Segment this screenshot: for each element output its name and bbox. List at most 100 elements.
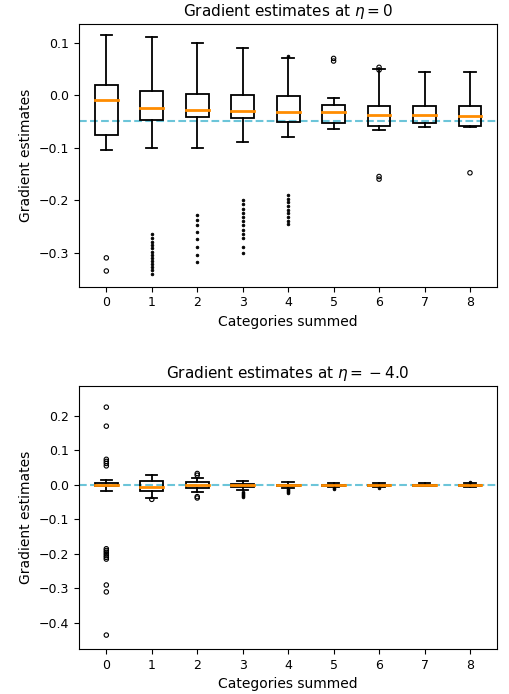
Point — [102, 550, 110, 561]
Bar — [231, 94, 253, 118]
Point — [193, 468, 201, 479]
Point — [193, 491, 201, 502]
Point — [238, 247, 246, 258]
Bar — [276, 484, 299, 486]
Point — [284, 484, 292, 495]
Point — [102, 548, 110, 559]
Point — [102, 586, 110, 598]
Bar — [140, 91, 163, 120]
Point — [374, 482, 382, 493]
Point — [193, 493, 201, 504]
Point — [374, 174, 382, 185]
Point — [148, 253, 156, 264]
Point — [102, 543, 110, 555]
Point — [238, 198, 246, 210]
Point — [238, 486, 246, 498]
Bar — [367, 484, 390, 486]
Point — [284, 193, 292, 204]
Point — [102, 456, 110, 467]
Point — [374, 65, 382, 76]
Point — [102, 460, 110, 471]
Bar — [140, 482, 163, 491]
Point — [374, 62, 382, 73]
Point — [284, 486, 292, 498]
Bar — [322, 484, 344, 486]
Point — [329, 482, 337, 493]
Point — [284, 488, 292, 499]
X-axis label: Categories summed: Categories summed — [218, 677, 357, 691]
Title: Gradient estimates at $\eta = 0$: Gradient estimates at $\eta = 0$ — [183, 2, 392, 21]
Point — [284, 208, 292, 219]
Point — [193, 250, 201, 261]
Point — [284, 196, 292, 208]
Point — [148, 268, 156, 279]
Point — [193, 470, 201, 481]
Point — [102, 458, 110, 469]
Point — [148, 232, 156, 244]
Bar — [185, 482, 208, 489]
Point — [102, 545, 110, 556]
Point — [284, 201, 292, 212]
Point — [148, 236, 156, 247]
Point — [238, 232, 246, 244]
Title: Gradient estimates at $\eta = -4.0$: Gradient estimates at $\eta = -4.0$ — [166, 364, 409, 383]
Point — [465, 477, 473, 488]
Point — [238, 194, 246, 205]
Point — [193, 234, 201, 245]
Bar — [276, 96, 299, 122]
Bar — [458, 484, 480, 486]
Point — [102, 629, 110, 641]
Point — [329, 56, 337, 67]
Point — [193, 220, 201, 231]
Point — [238, 489, 246, 500]
Point — [238, 203, 246, 214]
Point — [238, 492, 246, 503]
Bar — [95, 85, 118, 135]
Point — [148, 259, 156, 270]
Point — [238, 487, 246, 498]
Point — [148, 255, 156, 266]
Bar — [412, 105, 435, 123]
Point — [102, 579, 110, 591]
Point — [148, 243, 156, 254]
Point — [102, 554, 110, 565]
Point — [238, 242, 246, 253]
Point — [238, 228, 246, 239]
Point — [148, 229, 156, 240]
Point — [193, 257, 201, 268]
Point — [102, 547, 110, 558]
Bar — [95, 484, 118, 486]
Point — [148, 494, 156, 505]
Bar — [367, 105, 390, 126]
Point — [148, 239, 156, 251]
Point — [374, 171, 382, 182]
Point — [102, 552, 110, 563]
Point — [102, 454, 110, 465]
Point — [148, 262, 156, 273]
Point — [284, 189, 292, 201]
Point — [329, 484, 337, 495]
Point — [284, 50, 292, 61]
Point — [102, 253, 110, 264]
Point — [284, 486, 292, 497]
Y-axis label: Gradient estimates: Gradient estimates — [19, 451, 33, 584]
Bar — [231, 484, 253, 487]
Point — [102, 265, 110, 276]
Point — [238, 208, 246, 219]
Point — [284, 212, 292, 223]
Point — [238, 490, 246, 501]
Point — [329, 53, 337, 64]
Point — [193, 214, 201, 226]
Point — [238, 212, 246, 223]
Point — [465, 167, 473, 178]
Point — [284, 204, 292, 215]
Point — [102, 421, 110, 432]
X-axis label: Categories summed: Categories summed — [218, 315, 357, 329]
Point — [193, 226, 201, 237]
Bar — [458, 105, 480, 126]
Point — [238, 491, 246, 502]
Point — [148, 249, 156, 260]
Point — [193, 210, 201, 221]
Point — [148, 265, 156, 276]
Point — [284, 215, 292, 226]
